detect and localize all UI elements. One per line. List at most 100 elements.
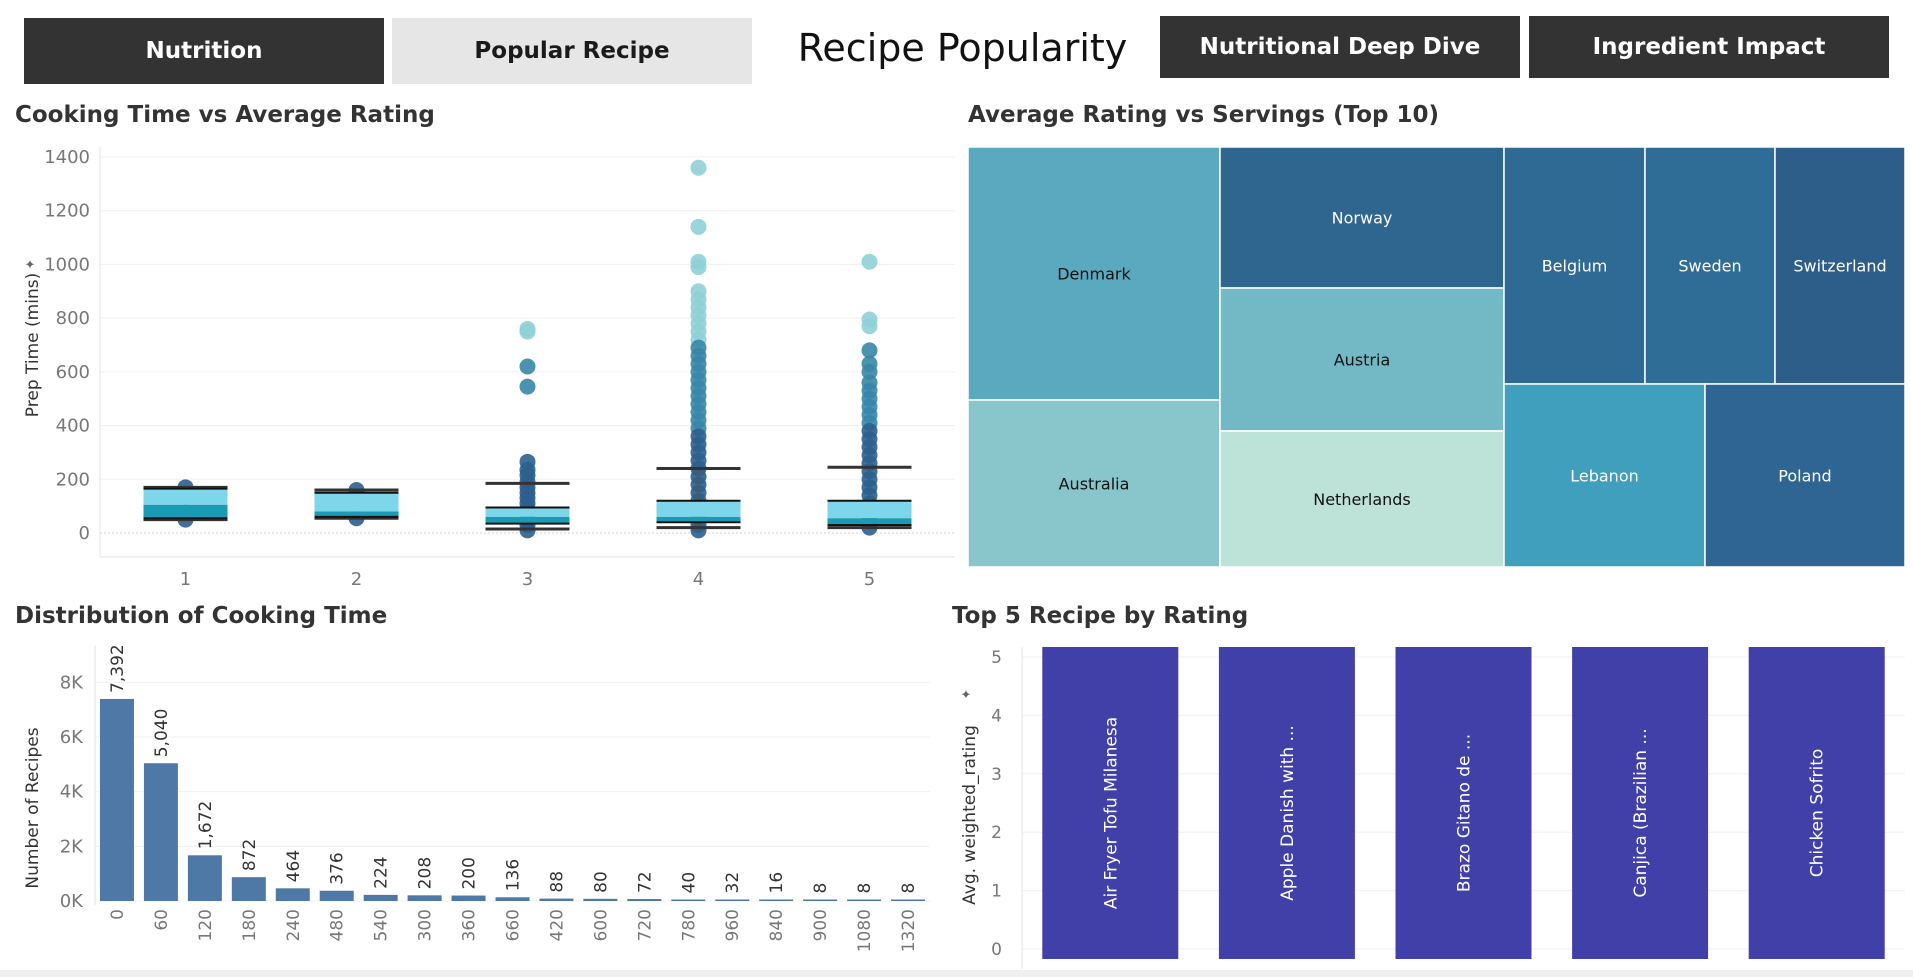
- treemap-cell: [1503, 147, 1646, 385]
- histogram-bar: [539, 898, 574, 901]
- histogram-bar: [671, 899, 706, 901]
- treemap-cell-label: Australia: [1059, 475, 1130, 494]
- x-tick-label: 900: [811, 909, 831, 941]
- x-tick-label: 720: [635, 909, 655, 941]
- page-title: Recipe Popularity: [797, 26, 1128, 70]
- bar-category-label: Apple Danish with ...: [1278, 725, 1298, 901]
- bar-value-label: 136: [504, 859, 524, 891]
- histogram-chart: 0K 2K 4K 6K 8K Number of Recipes 7,392 0 5,040 60…: [23, 644, 930, 952]
- treemap-cell: [1219, 147, 1505, 289]
- treemap-title: Average Rating vs Servings (Top 10): [968, 102, 1440, 128]
- x-tick-label: 840: [767, 909, 787, 941]
- x-tick-label: 420: [547, 909, 567, 941]
- boxplot-chart: 0 200 400 600 800 1000 1200 1400 Prep Time (mins…: [23, 147, 955, 590]
- bar-category-label: Air Fryer Tofu Milanesa: [1101, 717, 1121, 909]
- top5-bar: [1748, 647, 1885, 959]
- x-tick-label: 180: [240, 909, 260, 941]
- nav-button-label: Nutrition: [145, 38, 263, 64]
- treemap-cell-label: Austria: [1334, 351, 1391, 370]
- histogram-bar: [583, 898, 618, 901]
- histogram-bar: [451, 895, 486, 901]
- nav-button-popular-recipe[interactable]: Popular Recipe: [392, 18, 752, 84]
- top5-title: Top 5 Recipe by Rating: [952, 603, 1249, 629]
- y-tick-label: 4: [991, 706, 1002, 726]
- y-tick-label: 1200: [44, 201, 90, 222]
- treemap-cell-label: Sweden: [1678, 257, 1741, 276]
- nav-button-label: Nutritional Deep Dive: [1199, 34, 1481, 60]
- treemap-cell: [968, 399, 1221, 567]
- histogram-bar: [803, 899, 838, 901]
- x-tick-label: 780: [679, 909, 699, 941]
- bar-value-label: 8: [899, 883, 919, 894]
- x-tick-label: 60: [152, 909, 172, 931]
- box-lower: [143, 504, 228, 519]
- y-tick-label: 0: [991, 940, 1002, 960]
- bar-value-label: 7,392: [108, 644, 128, 693]
- pin-icon: ✦: [961, 688, 972, 703]
- top5-bar: [1218, 647, 1355, 959]
- x-tick-label: 1080: [855, 909, 875, 952]
- box-upper: [143, 488, 228, 505]
- y-axis-title: Avg. weighted_rating: [960, 725, 980, 905]
- bar-category-label: Canjica (Brazilian ...: [1631, 728, 1651, 897]
- box-lower: [827, 518, 912, 525]
- y-tick-label: 0K: [60, 891, 84, 912]
- treemap-chart: Denmark Australia Norway Austria Netherlands…: [968, 147, 1905, 567]
- bar-value-label: 872: [240, 839, 260, 871]
- nav-button-nutrition[interactable]: Nutrition: [24, 18, 384, 84]
- outlier-point: [690, 159, 707, 176]
- outlier-point: [861, 342, 878, 359]
- box-lower: [656, 516, 741, 523]
- nav-button-label: Popular Recipe: [474, 38, 670, 64]
- treemap-cell-label: Switzerland: [1793, 257, 1886, 276]
- x-tick-label: 5: [864, 569, 875, 590]
- histogram-bar: [99, 698, 134, 901]
- bar-value-label: 8: [811, 883, 831, 894]
- pin-icon: ✦: [25, 258, 36, 273]
- bar-value-label: 376: [328, 852, 348, 884]
- treemap-cell-label: Belgium: [1542, 257, 1608, 276]
- bar-value-label: 464: [284, 850, 304, 882]
- x-tick-label: 360: [460, 909, 480, 941]
- box-lower: [314, 511, 399, 517]
- y-tick-label: 1: [991, 882, 1002, 902]
- histogram-title: Distribution of Cooking Time: [15, 603, 388, 629]
- bar-value-label: 200: [460, 857, 480, 889]
- y-tick-label: 0: [79, 523, 90, 544]
- outlier-point: [690, 218, 707, 235]
- box-upper: [827, 500, 912, 519]
- x-tick-label: 3: [522, 569, 533, 590]
- x-tick-label: 600: [591, 909, 611, 941]
- histogram-bar: [495, 897, 530, 901]
- x-tick-label: 2: [351, 569, 362, 590]
- bar-value-label: 208: [416, 857, 436, 889]
- y-tick-label: 1400: [44, 147, 90, 168]
- nav-button-ingredient-impact[interactable]: Ingredient Impact: [1529, 16, 1889, 78]
- x-tick-label: 240: [284, 909, 304, 941]
- box-upper: [485, 507, 570, 517]
- nav-button-label: Ingredient Impact: [1592, 34, 1826, 60]
- nav-button-nutritional-deep-dive[interactable]: Nutritional Deep Dive: [1160, 16, 1520, 78]
- histogram-bar: [319, 890, 354, 901]
- y-tick-label: 8K: [60, 672, 84, 693]
- bar-value-label: 32: [723, 872, 743, 894]
- x-tick-label: 0: [108, 909, 128, 920]
- top5-bar: [1395, 647, 1532, 959]
- treemap-cell: [968, 147, 1221, 401]
- bar-value-label: 72: [635, 871, 655, 893]
- boxplot-title: Cooking Time vs Average Rating: [15, 102, 435, 128]
- bar-category-label: Chicken Sofrito: [1808, 749, 1828, 878]
- bar-value-label: 8: [855, 883, 875, 894]
- x-tick-label: 1320: [899, 909, 919, 952]
- box-upper: [314, 492, 399, 512]
- y-tick-label: 2K: [60, 836, 84, 857]
- top5-bar: [1572, 647, 1709, 959]
- bar-value-label: 40: [679, 872, 699, 894]
- outlier-point: [690, 259, 707, 276]
- y-tick-label: 5: [991, 648, 1002, 668]
- treemap-cell-label: Norway: [1332, 209, 1393, 228]
- histogram-bar: [759, 899, 794, 901]
- y-axis-title: Prep Time (mins): [23, 273, 43, 417]
- x-tick-label: 660: [504, 909, 524, 941]
- x-tick-label: 540: [372, 909, 392, 941]
